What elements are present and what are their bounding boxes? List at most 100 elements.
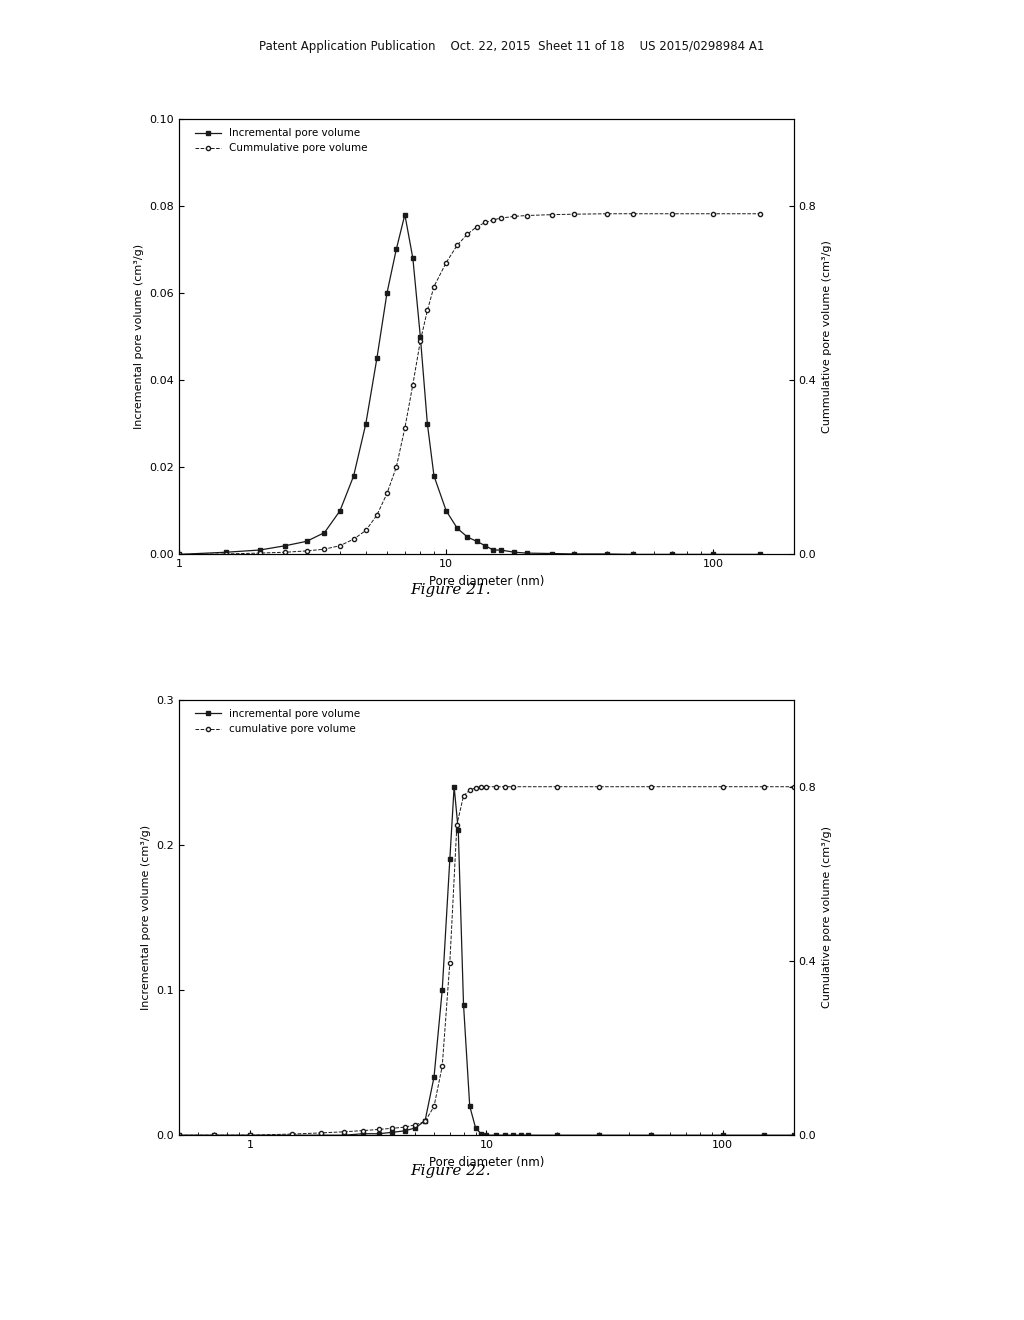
X-axis label: Pore diameter (nm): Pore diameter (nm) xyxy=(429,574,544,587)
Cummulative pore volume xyxy=(359,523,372,539)
Incremental pore volume xyxy=(253,543,265,558)
incremental pore volume xyxy=(398,1123,411,1139)
cumulative pore volume xyxy=(507,779,519,795)
cumulative pore volume xyxy=(475,779,487,795)
Cummulative pore volume xyxy=(414,333,426,348)
Line: Cummulative pore volume: Cummulative pore volume xyxy=(177,211,762,557)
cumulative pore volume xyxy=(428,1098,440,1114)
cumulative pore volume xyxy=(419,1114,431,1130)
Incremental pore volume xyxy=(390,242,402,257)
Cummulative pore volume xyxy=(381,486,393,502)
incremental pore volume xyxy=(208,1127,220,1143)
Y-axis label: Cummulative pore volume (cm³/g): Cummulative pore volume (cm³/g) xyxy=(822,240,831,433)
Cummulative pore volume xyxy=(390,459,402,475)
cumulative pore volume xyxy=(593,779,605,795)
Line: Incremental pore volume: Incremental pore volume xyxy=(177,213,762,557)
Incremental pore volume xyxy=(547,545,559,561)
Text: Patent Application Publication    Oct. 22, 2015  Sheet 11 of 18    US 2015/02989: Patent Application Publication Oct. 22, … xyxy=(259,40,765,53)
Incremental pore volume xyxy=(359,416,372,432)
Y-axis label: Incremental pore volume (cm³/g): Incremental pore volume (cm³/g) xyxy=(134,244,144,429)
incremental pore volume xyxy=(499,1127,511,1143)
Cummulative pore volume xyxy=(173,546,185,562)
Cummulative pore volume xyxy=(547,207,559,223)
cumulative pore volume xyxy=(551,779,563,795)
Incremental pore volume xyxy=(666,546,678,562)
cumulative pore volume xyxy=(173,1127,185,1143)
Cummulative pore volume xyxy=(371,507,383,523)
cumulative pore volume xyxy=(386,1121,398,1137)
Cummulative pore volume xyxy=(754,206,766,222)
cumulative pore volume xyxy=(458,788,470,804)
incremental pore volume xyxy=(464,1098,476,1114)
Cummulative pore volume xyxy=(318,541,331,557)
incremental pore volume xyxy=(356,1126,369,1142)
Incremental pore volume xyxy=(754,546,766,562)
Line: incremental pore volume: incremental pore volume xyxy=(177,784,796,1138)
cumulative pore volume xyxy=(373,1122,385,1138)
incremental pore volume xyxy=(373,1126,385,1142)
incremental pore volume xyxy=(458,997,470,1012)
Cummulative pore volume xyxy=(421,302,433,318)
Y-axis label: Cumulative pore volume (cm³/g): Cumulative pore volume (cm³/g) xyxy=(822,826,831,1008)
Incremental pore volume xyxy=(414,329,426,345)
incremental pore volume xyxy=(469,1119,481,1135)
cumulative pore volume xyxy=(436,1059,449,1074)
Cummulative pore volume xyxy=(470,219,482,235)
incremental pore volume xyxy=(447,779,460,795)
Incremental pore volume xyxy=(479,537,492,553)
incremental pore volume xyxy=(515,1127,527,1143)
Incremental pore volume xyxy=(280,537,292,553)
cumulative pore volume xyxy=(499,779,511,795)
Incremental pore volume xyxy=(318,525,331,541)
Incremental pore volume xyxy=(173,546,185,562)
incremental pore volume xyxy=(173,1127,185,1143)
Text: Figure 22.: Figure 22. xyxy=(411,1164,490,1179)
Incremental pore volume xyxy=(567,546,580,562)
Incremental pore volume xyxy=(708,546,720,562)
Incremental pore volume xyxy=(220,544,232,560)
incremental pore volume xyxy=(419,1113,431,1129)
cumulative pore volume xyxy=(758,779,770,795)
Cummulative pore volume xyxy=(479,215,492,231)
Line: cumulative pore volume: cumulative pore volume xyxy=(177,784,796,1138)
cumulative pore volume xyxy=(464,783,476,799)
cumulative pore volume xyxy=(443,954,456,970)
Cummulative pore volume xyxy=(407,376,419,392)
cumulative pore volume xyxy=(787,779,800,795)
Incremental pore volume xyxy=(398,207,411,223)
Cummulative pore volume xyxy=(300,543,312,558)
incremental pore volume xyxy=(593,1127,605,1143)
incremental pore volume xyxy=(480,1127,493,1143)
cumulative pore volume xyxy=(469,780,481,796)
Incremental pore volume xyxy=(461,529,473,545)
Incremental pore volume xyxy=(371,351,383,367)
Incremental pore volume xyxy=(407,251,419,267)
incremental pore volume xyxy=(453,822,465,838)
Incremental pore volume xyxy=(452,520,464,536)
cumulative pore volume xyxy=(398,1119,411,1135)
Cummulative pore volume xyxy=(666,206,678,222)
Cummulative pore volume xyxy=(508,209,520,224)
incremental pore volume xyxy=(758,1127,770,1143)
Incremental pore volume xyxy=(334,503,346,519)
cumulative pore volume xyxy=(356,1123,369,1139)
Incremental pore volume xyxy=(601,546,613,562)
Incremental pore volume xyxy=(421,416,433,432)
Cummulative pore volume xyxy=(495,210,507,226)
incremental pore volume xyxy=(428,1069,440,1085)
Cummulative pore volume xyxy=(627,206,639,222)
Cummulative pore volume xyxy=(280,544,292,560)
incremental pore volume xyxy=(386,1125,398,1140)
incremental pore volume xyxy=(717,1127,729,1143)
cumulative pore volume xyxy=(410,1117,422,1133)
Incremental pore volume xyxy=(300,533,312,549)
Cummulative pore volume xyxy=(452,238,464,253)
cumulative pore volume xyxy=(490,779,503,795)
Y-axis label: Incremental pore volume (cm³/g): Incremental pore volume (cm³/g) xyxy=(141,825,151,1010)
cumulative pore volume xyxy=(244,1127,256,1143)
Cummulative pore volume xyxy=(708,206,720,222)
incremental pore volume xyxy=(787,1127,800,1143)
Incremental pore volume xyxy=(627,546,639,562)
Cummulative pore volume xyxy=(487,213,500,228)
cumulative pore volume xyxy=(645,779,657,795)
